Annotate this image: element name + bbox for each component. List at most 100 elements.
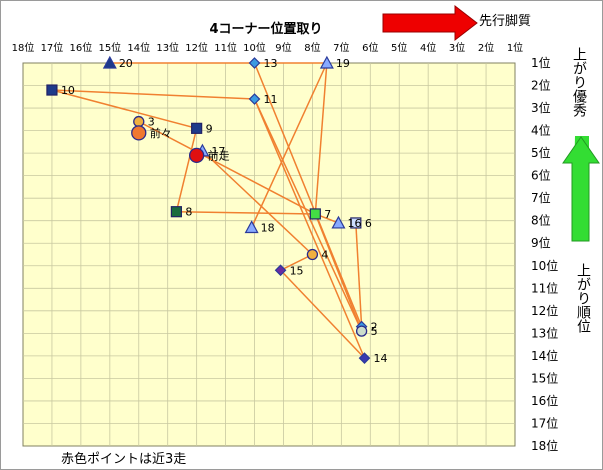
point-label: 7 [324, 208, 331, 221]
x-tick-label: 12位 [185, 41, 208, 54]
connector-line [253, 98, 363, 332]
connector-line [253, 62, 363, 327]
connector-line [280, 269, 366, 359]
connector-line [253, 98, 366, 359]
connector-line [138, 120, 316, 215]
point-marker [358, 352, 371, 364]
y-tick-label: 17位 [531, 415, 558, 430]
y-tick-label: 13位 [531, 325, 558, 340]
chart-title: 4コーナー位置取り [209, 21, 322, 37]
connector-line [51, 89, 255, 100]
x-tick-label: 11位 [214, 41, 237, 54]
footnote: 赤色ポイントは近3走 [61, 451, 186, 467]
point-marker [274, 264, 287, 277]
connector-line [314, 62, 328, 215]
y-tick-label: 16位 [531, 393, 558, 408]
point-label: 4 [321, 249, 328, 262]
x-tick-label: 7位 [333, 41, 349, 54]
point-marker [350, 217, 362, 229]
point-label: 9 [206, 122, 213, 135]
x-tick-label: 10位 [243, 41, 266, 54]
y-axis-label-right: 上がり順位 [575, 263, 591, 333]
point-label: 15 [290, 264, 304, 277]
y-tick-label: 3位 [531, 100, 551, 115]
point-label: 20 [119, 57, 133, 70]
y-tick-label: 8位 [531, 213, 551, 228]
x-tick-label: 3位 [449, 41, 465, 54]
point-marker [244, 220, 259, 234]
point-label: 2 [371, 321, 378, 334]
connector-line [355, 222, 363, 327]
x-tick-label: 16位 [70, 41, 93, 54]
x-tick-label: 14位 [127, 41, 150, 54]
y-tick-label: 5位 [531, 145, 551, 160]
point-marker [355, 325, 368, 337]
point-marker [306, 248, 319, 261]
x-tick-label: 4位 [420, 41, 436, 54]
point-marker [191, 122, 203, 134]
point-marker [188, 147, 205, 164]
point-label: 11 [264, 93, 278, 106]
point-label: 14 [374, 352, 388, 365]
x-tick-label: 1位 [507, 41, 523, 54]
y-axis-label-top: 上がり優秀 [571, 47, 587, 118]
point-label: 18 [261, 221, 275, 234]
point-marker [248, 93, 261, 105]
x-tick-label: 8位 [304, 41, 320, 54]
tick-labels: 18位 17位 16位 15位 14位 13位 12位 11位 10位 9位 8位 7位 6位 5位 4位 3… [12, 41, 559, 453]
x-axis-label: 先行脚質 [479, 13, 531, 29]
plot-area [22, 62, 516, 447]
point-label: 13 [264, 57, 278, 70]
point-label: 前々 [150, 126, 172, 140]
x-tick-label: 5位 [391, 41, 407, 54]
y-tick-label: 12位 [531, 303, 558, 318]
y-tick-label: 6位 [531, 168, 551, 183]
y-tick-label: 14位 [531, 348, 558, 363]
y-tick-label: 18位 [531, 438, 558, 453]
connector-line [250, 62, 328, 228]
x-tick-label: 2位 [478, 41, 494, 54]
y-tick-label: 9位 [531, 235, 551, 250]
point-marker [131, 125, 147, 141]
point-label: 19 [336, 57, 350, 70]
point-marker [170, 206, 182, 218]
point-marker [248, 57, 261, 69]
y-tick-label: 15位 [531, 370, 558, 385]
point-label: 5 [371, 325, 378, 338]
point-marker [309, 208, 321, 220]
x-tick-label: 17位 [41, 41, 64, 54]
point-label: 8 [185, 206, 192, 219]
y-tick-label: 10位 [531, 258, 558, 273]
point-label: 3 [148, 116, 155, 129]
x-tick-label: 9位 [275, 41, 291, 54]
connector-line [201, 150, 313, 256]
point-label: 17 [211, 145, 225, 158]
y-tick-label: 2位 [531, 78, 551, 93]
connector-lines [51, 62, 366, 359]
point-marker [46, 84, 58, 96]
x-tick-label: 6位 [362, 41, 378, 54]
connector-line [51, 89, 197, 130]
plot-layer [22, 62, 516, 447]
point-label: 10 [61, 84, 75, 97]
connector-line [314, 213, 363, 332]
point-marker [102, 55, 117, 69]
point-label: 6 [365, 217, 372, 230]
connector-line [176, 210, 316, 215]
y-tick-label: 11位 [531, 280, 558, 295]
y-tick-label: 4位 [531, 123, 551, 138]
point-marker [319, 55, 334, 69]
x-tick-label: 13位 [156, 41, 179, 54]
point-marker [133, 115, 145, 128]
data-points [46, 55, 371, 364]
point-marker [331, 215, 346, 229]
point-label: 前走 [208, 148, 230, 162]
point-label: 16 [347, 217, 361, 230]
connector-line [175, 128, 198, 212]
grid-layer [23, 63, 515, 446]
x-tick-label: 18位 [12, 41, 35, 54]
y-tick-label: 1位 [531, 55, 551, 70]
